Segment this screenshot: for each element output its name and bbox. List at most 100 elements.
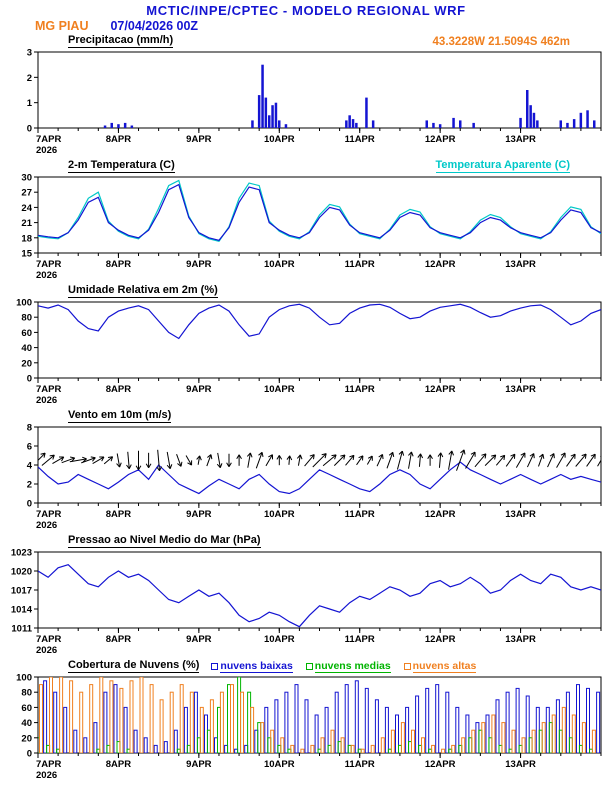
svg-text:20: 20 bbox=[21, 733, 32, 744]
svg-text:1: 1 bbox=[27, 98, 33, 109]
svg-text:7APR: 7APR bbox=[36, 134, 61, 145]
svg-text:9APR: 9APR bbox=[186, 134, 211, 145]
svg-text:1020: 1020 bbox=[11, 567, 32, 578]
svg-text:11APR: 11APR bbox=[345, 634, 375, 645]
legend-mid-label: nuvens medias bbox=[314, 660, 391, 673]
svg-text:80: 80 bbox=[21, 688, 32, 699]
svg-text:40: 40 bbox=[21, 718, 32, 729]
svg-text:1011: 1011 bbox=[11, 624, 32, 635]
panel-pressure-head: Pressao ao Nivel Medio do Mar (hPa) bbox=[0, 533, 612, 548]
run-datetime: 07/04/2026 00Z bbox=[110, 19, 199, 33]
svg-text:8APR: 8APR bbox=[106, 134, 131, 145]
model-title: MCTIC/INPE/CPTEC - MODELO REGIONAL WRF bbox=[146, 3, 466, 18]
svg-text:13APR: 13APR bbox=[505, 384, 536, 395]
clouds-plot: 0 20 40 60 80 100 7APR 2026 8APR 9APR 10APR 11APR 12… bbox=[0, 673, 612, 788]
svg-text:2026: 2026 bbox=[36, 145, 57, 156]
run-info-row: MG PIAU 07/04/2026 00Z bbox=[0, 19, 612, 33]
svg-text:9APR: 9APR bbox=[186, 634, 211, 645]
svg-text:12APR: 12APR bbox=[425, 759, 456, 770]
panel-title: Precipitacao (mm/h) bbox=[68, 34, 174, 48]
svg-text:2: 2 bbox=[27, 480, 32, 491]
apparent-temp-label: Temperatura Aparente (C) bbox=[435, 159, 570, 173]
panel-precipitation-head: Precipitacao (mm/h) 43.3228W 21.5094S 46… bbox=[0, 33, 612, 48]
svg-text:12APR: 12APR bbox=[425, 634, 456, 645]
svg-text:1017: 1017 bbox=[11, 586, 32, 597]
svg-text:20: 20 bbox=[21, 358, 32, 369]
temperature-plot: 15 18 21 24 27 30 7APR 2026 8APR 9APR 10APR 11APR 12… bbox=[0, 173, 612, 288]
pressure-plot: 1011 1014 1017 1020 1023 7APR 2026 8APR 9APR 10AP… bbox=[0, 548, 612, 663]
svg-text:13APR: 13APR bbox=[505, 634, 536, 645]
svg-text:7APR: 7APR bbox=[36, 384, 61, 395]
svg-text:8: 8 bbox=[27, 423, 32, 434]
panel-title: Cobertura de Nuvens (%) bbox=[68, 659, 200, 673]
svg-text:18: 18 bbox=[21, 233, 32, 244]
panel-clouds-head: Cobertura de Nuvens (%) nuvens baixas nu… bbox=[0, 658, 612, 673]
svg-text:24: 24 bbox=[21, 203, 32, 214]
svg-text:13APR: 13APR bbox=[505, 134, 536, 145]
svg-text:2026: 2026 bbox=[36, 395, 57, 406]
svg-text:7APR: 7APR bbox=[36, 759, 61, 770]
svg-text:9APR: 9APR bbox=[186, 259, 211, 270]
svg-text:40: 40 bbox=[21, 343, 32, 354]
svg-text:0: 0 bbox=[27, 124, 32, 135]
svg-text:0: 0 bbox=[27, 374, 32, 385]
svg-text:8APR: 8APR bbox=[106, 759, 131, 770]
svg-text:10APR: 10APR bbox=[264, 259, 295, 270]
svg-text:10APR: 10APR bbox=[264, 759, 295, 770]
svg-text:2026: 2026 bbox=[36, 270, 57, 281]
svg-text:15: 15 bbox=[21, 249, 32, 260]
svg-text:8APR: 8APR bbox=[106, 509, 131, 520]
panel-title: 2-m Temperatura (C) bbox=[68, 159, 175, 173]
panel-precipitation: Precipitacao (mm/h) 43.3228W 21.5094S 46… bbox=[0, 33, 612, 158]
legend-low-clouds: nuvens baixas bbox=[211, 660, 293, 673]
svg-text:12APR: 12APR bbox=[425, 384, 456, 395]
svg-text:2026: 2026 bbox=[36, 520, 57, 531]
svg-text:12APR: 12APR bbox=[425, 509, 456, 520]
svg-text:4: 4 bbox=[27, 461, 33, 472]
svg-text:6: 6 bbox=[27, 442, 32, 453]
svg-text:1023: 1023 bbox=[11, 548, 32, 559]
panel-wind-head: Vento em 10m (m/s) bbox=[0, 408, 612, 423]
svg-text:100: 100 bbox=[16, 298, 32, 309]
panel-humidity: Umidade Relativa em 2m (%) 0 20 40 60 80 100 7… bbox=[0, 283, 612, 408]
svg-text:11APR: 11APR bbox=[345, 384, 375, 395]
svg-text:13APR: 13APR bbox=[505, 759, 536, 770]
panel-wind: Vento em 10m (m/s) 0 2 4 6 8 7APR 2026 8APR 9APR… bbox=[0, 408, 612, 533]
svg-text:27: 27 bbox=[21, 188, 32, 199]
precipitation-plot: 0 1 2 3 7APR 2026 8APR 9APR 10APR 11APR 12APR 13APR bbox=[0, 48, 612, 163]
svg-text:0: 0 bbox=[27, 499, 32, 510]
svg-text:1014: 1014 bbox=[11, 605, 33, 616]
legend-mid-clouds: nuvens medias bbox=[305, 660, 391, 673]
svg-text:11APR: 11APR bbox=[345, 509, 375, 520]
svg-text:10APR: 10APR bbox=[264, 509, 295, 520]
legend-high-label: nuvens altas bbox=[412, 660, 477, 673]
legend-low-label: nuvens baixas bbox=[220, 660, 293, 673]
panel-humidity-head: Umidade Relativa em 2m (%) bbox=[0, 283, 612, 298]
svg-text:3: 3 bbox=[27, 48, 32, 59]
svg-text:10APR: 10APR bbox=[264, 634, 295, 645]
svg-text:13APR: 13APR bbox=[505, 509, 536, 520]
svg-text:11APR: 11APR bbox=[345, 134, 375, 145]
svg-text:9APR: 9APR bbox=[186, 384, 211, 395]
svg-text:21: 21 bbox=[21, 218, 32, 229]
svg-text:8APR: 8APR bbox=[106, 634, 131, 645]
panel-title: Umidade Relativa em 2m (%) bbox=[68, 284, 218, 298]
svg-text:60: 60 bbox=[21, 703, 32, 714]
svg-text:7APR: 7APR bbox=[36, 259, 61, 270]
panel-temperature-head: 2-m Temperatura (C) Temperatura Aparente… bbox=[0, 158, 612, 173]
svg-text:9APR: 9APR bbox=[186, 759, 211, 770]
location-label: 43.3228W 21.5094S 462m bbox=[432, 36, 570, 48]
svg-text:7APR: 7APR bbox=[36, 509, 61, 520]
svg-text:10APR: 10APR bbox=[264, 384, 295, 395]
panel-title: Pressao ao Nivel Medio do Mar (hPa) bbox=[68, 534, 261, 548]
panel-pressure: Pressao ao Nivel Medio do Mar (hPa) 1011… bbox=[0, 533, 612, 658]
svg-text:0: 0 bbox=[27, 749, 32, 760]
svg-text:60: 60 bbox=[21, 328, 32, 339]
cloud-legend: nuvens baixas nuvens medias nuvens altas bbox=[211, 660, 477, 673]
svg-text:7APR: 7APR bbox=[36, 634, 61, 645]
